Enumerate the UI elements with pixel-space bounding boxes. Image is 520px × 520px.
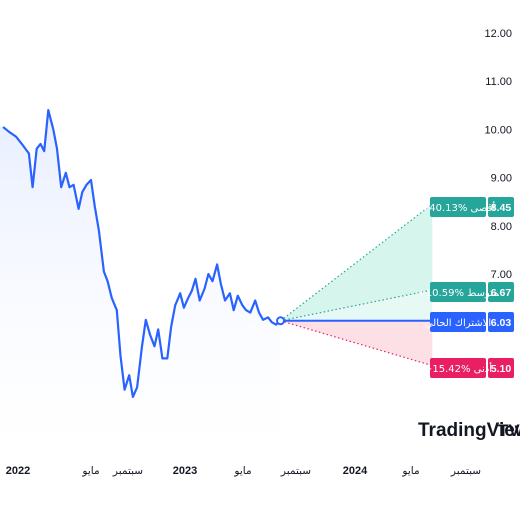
tag-label: +40.13% أقصى xyxy=(421,201,495,214)
tag-value: 8.45 xyxy=(491,202,512,214)
forecast-tag-average: 6.67+10.59% متوسط xyxy=(417,282,514,302)
forecast-tag-low: 5.10−15.42% أدنى xyxy=(424,358,514,378)
y-tick-label: 9.00 xyxy=(491,173,512,185)
y-tick-label: 7.00 xyxy=(491,269,512,281)
y-tick-label: 8.00 xyxy=(491,221,512,233)
x-tick-label: مايو xyxy=(233,465,251,477)
logo-text: TradingView xyxy=(418,420,520,441)
y-tick-label: 11.00 xyxy=(485,76,512,88)
x-axis: 2022 مايو سبتمبر 2023 مايو سبتمبر 2024 مايو سبتم… xyxy=(6,465,481,477)
tag-label-box xyxy=(430,358,486,378)
logo-mark: TV xyxy=(498,421,520,440)
price-area-fill xyxy=(0,110,281,455)
tag-value: 5.10 xyxy=(491,363,512,375)
tag-value-box xyxy=(488,358,514,378)
forecast-low-zone xyxy=(280,320,433,366)
forecast-tags: 8.45+40.13% أقصى 6.67+10.59% متوسط 6.03الا… xyxy=(417,197,514,378)
tag-value-box xyxy=(488,282,514,302)
tag-value-box xyxy=(488,197,514,217)
tag-label-box xyxy=(430,197,486,217)
x-tick-label: 2022 xyxy=(6,465,30,477)
forecast-high-zone xyxy=(280,204,433,321)
y-tick-label: 12.00 xyxy=(484,28,512,40)
tag-value: 6.67 xyxy=(491,287,512,299)
y-tick-label: 10.00 xyxy=(484,124,512,136)
x-tick-label: 2023 xyxy=(173,465,197,477)
tag-label: الاشتراك الحالي xyxy=(425,318,491,329)
tag-label-box xyxy=(430,312,486,332)
tag-label: −15.42% أدنى xyxy=(424,362,492,375)
y-axis: 12.00 11.00 10.00 9.00 8.00 7.00 xyxy=(484,28,512,281)
tag-value: 6.03 xyxy=(491,317,512,329)
x-tick-label: سبتمبر xyxy=(450,465,481,477)
last-price-marker xyxy=(276,316,286,326)
forecast-tag-high: 8.45+40.13% أقصى xyxy=(421,197,514,217)
tag-label: +10.59% متوسط xyxy=(417,288,498,299)
price-line-group xyxy=(2,108,286,398)
price-area xyxy=(0,110,281,455)
forecast-average-line xyxy=(280,289,433,322)
tag-label-box xyxy=(430,282,486,302)
x-tick-label: مايو xyxy=(81,465,99,477)
tradingview-logo[interactable]: TradingView TV xyxy=(418,420,520,441)
price-line xyxy=(2,108,282,398)
x-tick-label: مايو xyxy=(401,465,419,477)
tag-value-box xyxy=(488,312,514,332)
x-tick-label: سبتمبر xyxy=(112,465,143,477)
forecast-zones xyxy=(280,203,433,367)
x-tick-label: سبتمبر xyxy=(280,465,311,477)
x-tick-label: 2024 xyxy=(343,465,368,477)
